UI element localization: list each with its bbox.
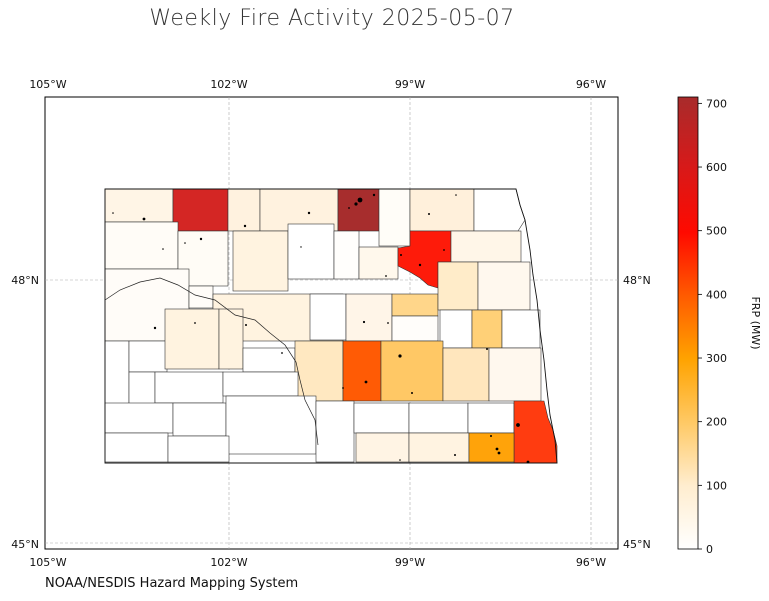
county <box>104 221 179 270</box>
county <box>128 340 168 373</box>
county <box>172 188 229 232</box>
county <box>222 371 299 397</box>
county <box>345 293 393 342</box>
lon-tick-label: 102°W <box>210 78 247 91</box>
county <box>355 432 410 463</box>
colorbar-tick-label: 0 <box>706 543 713 556</box>
lon-tick-label: 105°W <box>29 78 66 91</box>
colorbar-label: FRP (MW) <box>749 296 762 349</box>
lon-tick-label: 105°W <box>29 556 66 569</box>
colorbar-tick-label: 100 <box>706 479 727 492</box>
county <box>450 230 522 263</box>
county <box>380 340 444 402</box>
county <box>172 402 227 437</box>
lat-labels: 48°N 45°N 48°N 45°N <box>11 274 650 551</box>
county <box>442 347 490 402</box>
county <box>287 223 335 280</box>
county <box>353 402 410 434</box>
county <box>437 261 479 311</box>
lat-tick-label: 45°N <box>623 538 651 551</box>
lat-tick-label: 48°N <box>11 274 39 287</box>
county <box>154 371 224 404</box>
county <box>467 402 515 434</box>
lon-tick-label: 99°W <box>395 78 425 91</box>
map-title: Weekly Fire Activity 2025-05-07 <box>149 6 515 31</box>
county <box>104 340 130 410</box>
county <box>242 347 296 373</box>
county <box>501 309 541 349</box>
county <box>408 432 470 463</box>
county <box>104 402 174 434</box>
county <box>409 188 475 232</box>
county <box>488 347 542 402</box>
county <box>477 261 531 311</box>
county <box>232 230 289 292</box>
county <box>294 340 344 402</box>
county <box>225 395 317 455</box>
colorbar-tick-label: 400 <box>706 288 727 301</box>
county <box>391 315 439 342</box>
county <box>333 230 360 280</box>
lon-tick-label: 96°W <box>576 556 606 569</box>
colorbar-gradient <box>677 96 699 550</box>
county <box>408 402 469 434</box>
county <box>167 435 230 463</box>
county <box>468 432 515 463</box>
county <box>218 308 244 370</box>
county <box>342 340 382 402</box>
county <box>104 188 174 223</box>
county-polygons <box>104 188 558 464</box>
lat-tick-label: 45°N <box>11 538 39 551</box>
county <box>104 432 169 463</box>
county <box>227 188 261 232</box>
colorbar-tick-label: 200 <box>706 416 727 429</box>
fire-points <box>112 193 530 464</box>
county <box>315 400 355 463</box>
county <box>188 285 214 309</box>
colorbar-tick-label: 600 <box>706 161 727 174</box>
county <box>309 293 347 341</box>
lon-tick-label: 96°W <box>576 78 606 91</box>
county <box>164 308 220 370</box>
state-outline <box>104 188 558 464</box>
colorbar-tick-label: 700 <box>706 97 727 110</box>
lat-tick-label: 48°N <box>623 274 651 287</box>
colorbar-tick-label: 500 <box>706 225 727 238</box>
colorbar-ticks: 0 100 200 300 400 500 600 700 <box>698 97 727 556</box>
county <box>378 188 411 247</box>
lon-labels-bottom: 105°W 102°W 99°W 96°W <box>29 556 606 569</box>
data-source-credit: NOAA/NESDIS Hazard Mapping System <box>45 576 299 591</box>
county <box>391 293 439 317</box>
lon-labels-top: 105°W 102°W 99°W 96°W <box>29 78 606 91</box>
county <box>358 246 399 280</box>
missouri-river <box>104 277 319 446</box>
colorbar-tick-label: 300 <box>706 352 727 365</box>
colorbar: 0 100 200 300 400 500 600 700 FRP (MW) <box>677 96 762 556</box>
lon-tick-label: 102°W <box>210 556 247 569</box>
county <box>471 309 503 349</box>
lon-tick-label: 99°W <box>395 556 425 569</box>
county <box>439 309 473 349</box>
